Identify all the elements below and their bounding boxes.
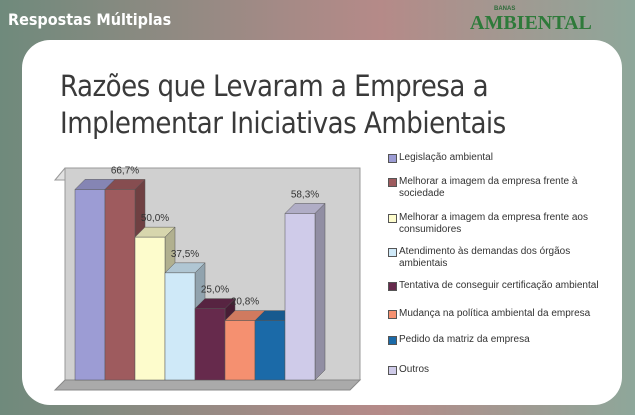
legend-item: Melhorar a imagem da empresa frente aos … (388, 212, 614, 236)
logo: AMBIENTAL (470, 12, 592, 34)
bar (134, 236, 166, 381)
chart-title: Razões que Levaram a Empresa a Implement… (60, 69, 506, 140)
legend-swatch (388, 336, 397, 345)
legend-label: Legislação ambiental (399, 152, 493, 163)
legend-label: Pedido da matriz da empresa (399, 334, 530, 345)
bar (284, 213, 316, 381)
legend-label: Atendimento às demandas dos órgãos ambie… (399, 246, 571, 269)
legend-label: Melhorar a imagem da empresa frente aos … (399, 212, 588, 235)
bar (224, 320, 256, 381)
legend-item: Legislação ambiental (388, 152, 614, 164)
legend-label: Tentativa de conseguir certificação ambi… (399, 280, 599, 291)
value-label: 37,5% (171, 249, 199, 260)
bar (254, 320, 286, 381)
bar (74, 189, 106, 381)
legend-swatch (388, 178, 397, 187)
bar (104, 189, 136, 381)
value-label: 50,0% (141, 213, 169, 224)
legend-swatch (388, 366, 397, 375)
legend-swatch (388, 282, 397, 291)
legend-swatch (388, 154, 397, 163)
legend-item: Atendimento às demandas dos órgãos ambie… (388, 246, 614, 270)
legend-label: Outros (399, 364, 430, 375)
value-label: 25,0% (201, 285, 229, 296)
legend-label: Melhorar a imagem da empresa frente à so… (399, 176, 578, 199)
bar-side (314, 202, 326, 381)
value-label: 20,8% (231, 297, 259, 308)
legend-item: Outros (388, 364, 614, 376)
legend-swatch (388, 214, 397, 223)
logo-small: BANAS (494, 6, 516, 12)
legend-item: Mudança na política ambiental da empresa (388, 308, 614, 320)
legend-item: Pedido da matriz da empresa (388, 334, 614, 346)
legend-swatch (388, 310, 397, 319)
box-floor (53, 379, 362, 391)
value-label: 58,3% (291, 189, 319, 200)
bar (194, 308, 226, 381)
legend-item: Melhorar a imagem da empresa frente à so… (388, 176, 614, 200)
value-label: 66,7% (111, 165, 139, 176)
legend-swatch (388, 248, 397, 257)
bar (164, 272, 196, 381)
legend-item: Tentativa de conseguir certificação ambi… (388, 280, 614, 292)
legend-label: Mudança na política ambiental da empresa (399, 308, 591, 319)
section-label: Respostas Múltiplas (8, 10, 172, 29)
